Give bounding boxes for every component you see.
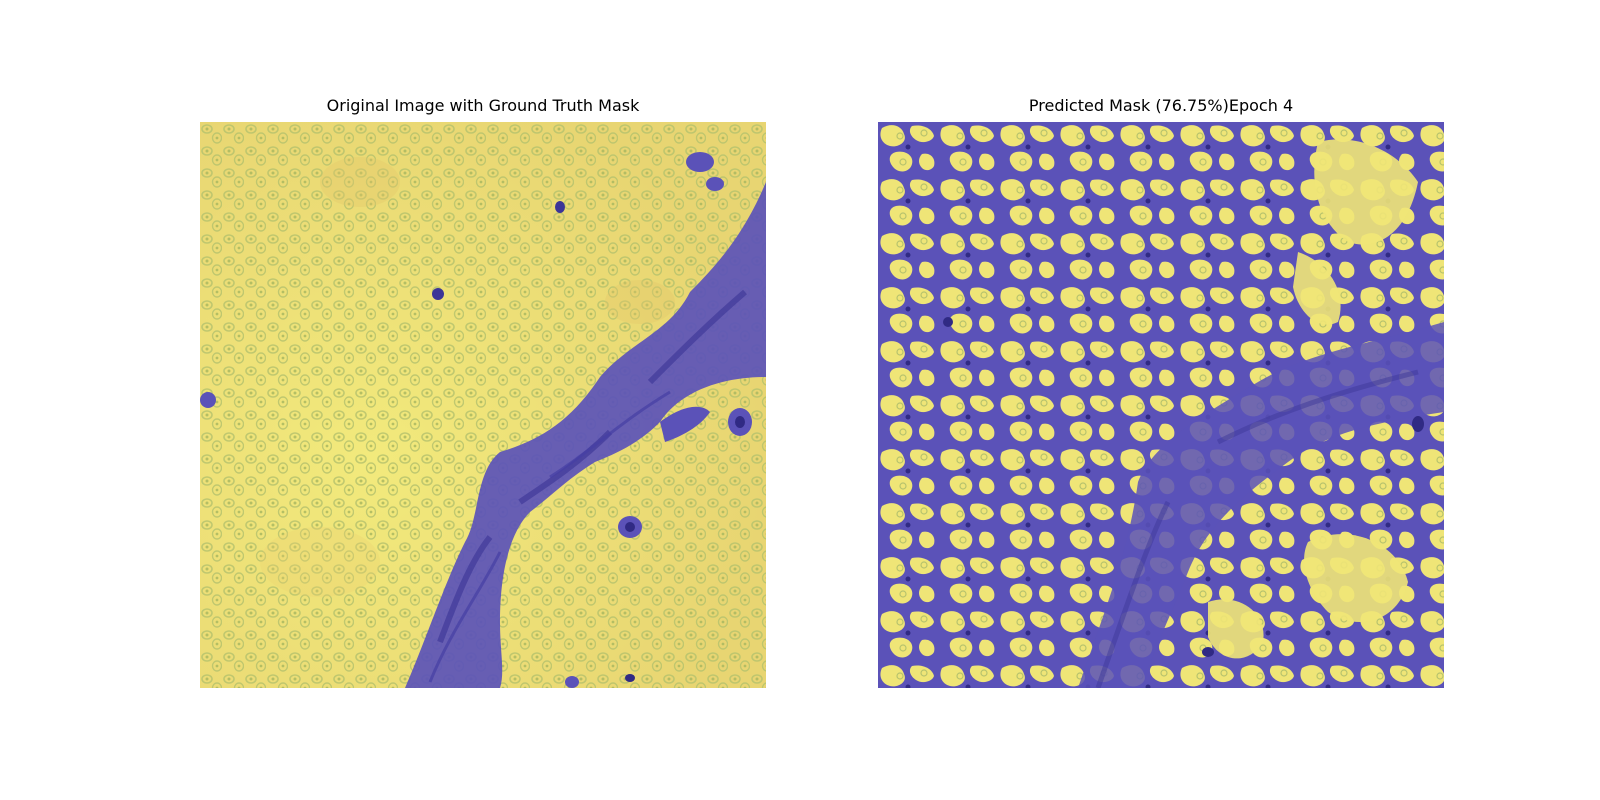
predicted-stroma-band [1078,322,1444,688]
ground-truth-mask-image [200,122,766,688]
left-panel-title: Original Image with Ground Truth Mask [326,96,640,115]
predicted-mask-image [878,122,1444,688]
right-panel-title: Predicted Mask (76.75%)Epoch 4 [1028,96,1294,115]
